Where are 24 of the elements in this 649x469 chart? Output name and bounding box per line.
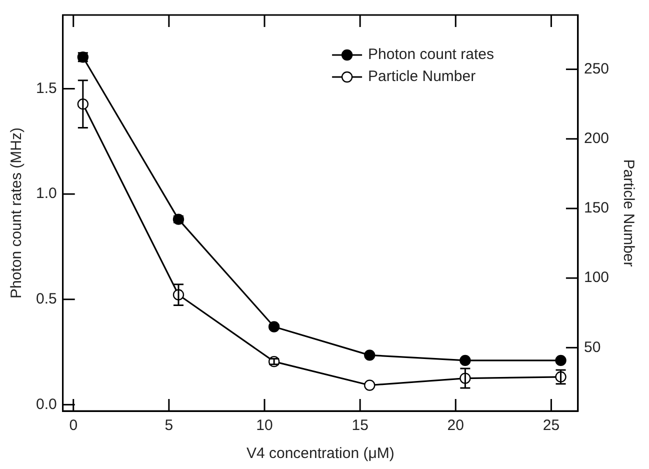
legend-label: Photon count rates — [368, 46, 494, 64]
y2-tick-label: 50 — [584, 338, 601, 356]
y-tick-label: 1.0 — [36, 185, 57, 202]
y-axis-title: Photon count rates (MHz) — [8, 128, 26, 298]
y2-tick-label: 150 — [584, 200, 610, 217]
y2-tick-label: 100 — [584, 269, 610, 286]
point — [460, 354, 471, 366]
legend-label: Particle Number — [368, 68, 476, 86]
point — [364, 380, 376, 391]
y-tick-label: 0.0 — [36, 396, 57, 413]
point — [364, 350, 376, 361]
y2-axis-title: Particle Number — [620, 159, 637, 267]
y2-tick-label: 200 — [584, 130, 610, 148]
y-tick-label: 0.5 — [36, 290, 57, 308]
x-tick-label: 10 — [256, 417, 273, 434]
x-tick-label: 25 — [542, 417, 560, 434]
x-tick-label: 5 — [164, 417, 174, 434]
x-axis-title: V4 concentration (μM) — [246, 445, 394, 462]
x-tick-label: 20 — [447, 417, 464, 434]
x-tick-label: 15 — [352, 417, 368, 434]
x-tick-label: 0 — [69, 417, 78, 434]
point — [555, 354, 566, 366]
y-tick-label: 1.5 — [36, 80, 57, 97]
y2-tick-label: 250 — [584, 60, 610, 78]
